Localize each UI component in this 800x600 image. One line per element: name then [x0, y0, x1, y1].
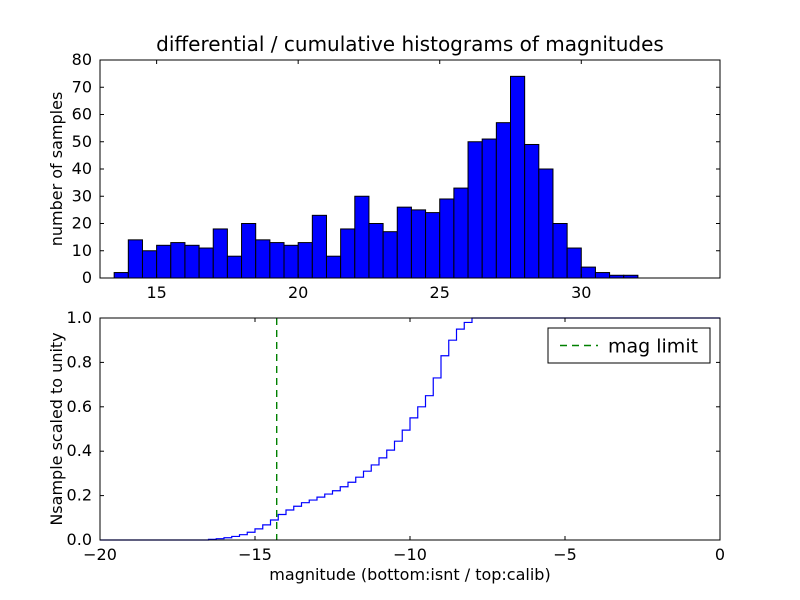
histogram-bar: [170, 242, 186, 279]
x-tick-label: −20: [83, 545, 117, 564]
bottom-y-axis-label: Nsample scaled to unity: [47, 332, 66, 525]
histogram-bar: [340, 228, 356, 279]
chart-title: differential / cumulative histograms of …: [156, 32, 664, 56]
x-tick-label: 0: [715, 545, 725, 564]
x-axis-label: magnitude (bottom:isnt / top:calib): [269, 565, 550, 584]
y-tick-label: 70: [72, 77, 92, 96]
x-tick-label: −15: [238, 545, 272, 564]
histogram-bar: [580, 266, 596, 279]
histogram-bar: [127, 239, 143, 279]
histogram-bar: [113, 272, 129, 279]
histogram-bar: [467, 141, 483, 279]
histogram-bar: [566, 247, 582, 279]
y-tick-label: 60: [72, 105, 92, 124]
x-tick-label: 15: [146, 283, 166, 302]
histogram-bar: [241, 223, 257, 279]
histogram-bar: [524, 143, 540, 279]
histogram-bar: [156, 244, 172, 279]
histogram-bar: [538, 168, 554, 279]
histogram-bar: [269, 242, 285, 279]
histogram-bar: [184, 244, 200, 279]
histogram-bar: [141, 250, 158, 279]
histogram-bar: [212, 228, 228, 279]
cumulative-histogram-subplot: −20 −15 −10 −5 0 0.0 0.2 0.4 0.6 0.8 1.0 mag limit: [67, 308, 726, 564]
x-tick-label: −10: [393, 545, 427, 564]
y-tick-label: 0.6: [67, 397, 92, 416]
histogram-bar: [354, 195, 370, 279]
x-tick-label: 25: [430, 283, 450, 302]
x-tick-label: 20: [288, 283, 308, 302]
histogram-bar: [396, 206, 412, 279]
y-tick-label: 0.0: [67, 530, 92, 549]
histogram-bar: [439, 198, 455, 279]
histogram-bar: [368, 223, 384, 279]
histogram-bar: [453, 187, 469, 279]
x-tick-label: 30: [571, 283, 591, 302]
y-tick-label: 0.4: [67, 441, 92, 460]
y-tick-label: 40: [72, 159, 92, 178]
histogram-bar: [552, 223, 568, 279]
histogram-bar: [495, 122, 512, 279]
histogram-bar: [226, 255, 243, 279]
histogram-bar: [382, 231, 398, 279]
y-tick-label: 30: [72, 186, 92, 205]
y-tick-label: 0: [82, 268, 92, 287]
histogram-bar: [198, 247, 214, 279]
top-y-axis-label: number of samples: [47, 92, 66, 247]
histogram-bar: [255, 239, 271, 279]
cumulative-step-line: [100, 317, 720, 541]
histogram-bar: [297, 242, 313, 279]
y-tick-label: 0.2: [67, 486, 92, 505]
x-tick-label: −5: [553, 545, 577, 564]
differential-histogram-subplot: 15 20 25 30 0 10 20 30 40 50 60 70 80: [72, 50, 721, 302]
y-tick-label: 20: [72, 214, 92, 233]
y-tick-label: 0.8: [67, 352, 92, 371]
legend-label: mag limit: [608, 336, 698, 358]
histogram-bar: [325, 255, 342, 279]
y-tick-label: 50: [72, 132, 92, 151]
histogram-bar: [510, 75, 526, 279]
histogram-bar: [594, 272, 611, 279]
y-tick-label: 80: [72, 50, 92, 69]
histogram-bar: [481, 138, 497, 279]
y-tick-label: 10: [72, 241, 92, 260]
y-tick-label: 1.0: [67, 308, 92, 327]
histogram-bar: [410, 209, 427, 279]
histogram-bar: [283, 244, 299, 279]
histogram-bar: [311, 214, 327, 279]
histogram-bar: [425, 212, 441, 279]
